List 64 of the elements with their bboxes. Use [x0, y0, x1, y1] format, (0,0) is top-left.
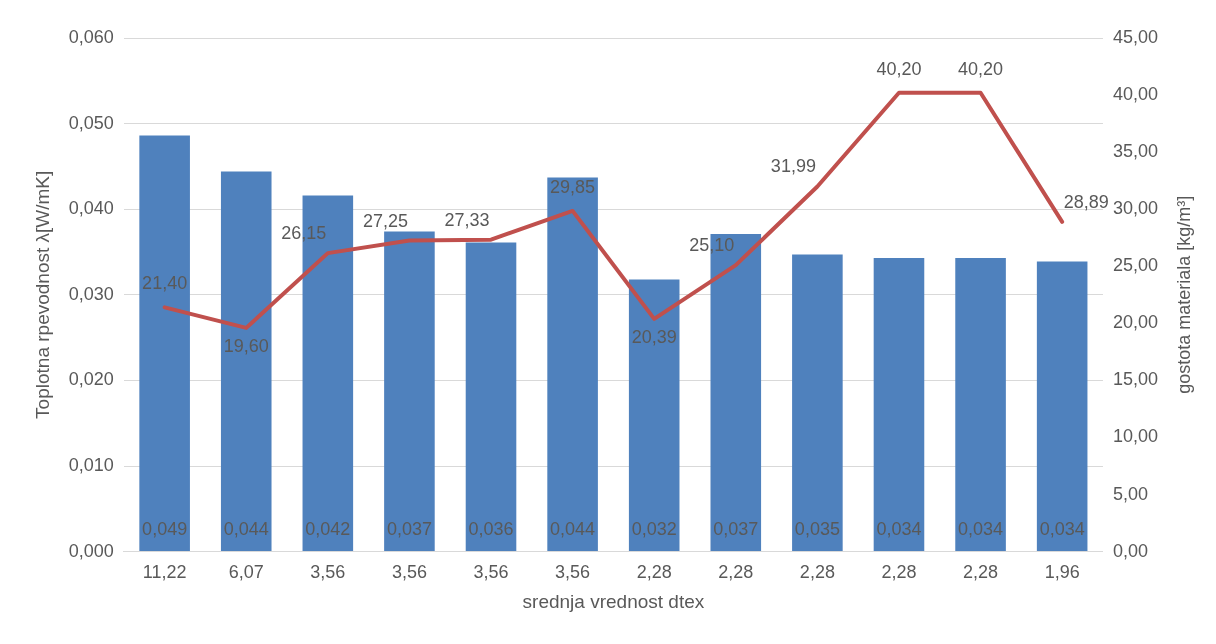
y-tick-label: 0,040 — [68, 198, 114, 219]
data-label: 20,39 — [631, 326, 677, 347]
y2-tick-label: 30,00 — [1112, 198, 1158, 219]
x-tick-label: 1,96 — [1044, 562, 1080, 583]
data-label: 0,032 — [631, 519, 677, 540]
y2-tick-label: 25,00 — [1112, 255, 1158, 276]
x-tick-label: 2,28 — [636, 562, 672, 583]
data-label: 0,034 — [876, 519, 922, 540]
y-tick-label: 0,030 — [68, 283, 114, 304]
bar — [955, 257, 1006, 552]
data-label: 0,044 — [550, 519, 596, 540]
data-label: 29,85 — [550, 176, 596, 197]
x-tick-label: 2,28 — [963, 562, 999, 583]
data-label: 0,037 — [713, 519, 759, 540]
data-label: 27,25 — [362, 210, 408, 231]
y2-tick-label: 40,00 — [1112, 84, 1158, 105]
bar — [547, 177, 598, 552]
bar — [792, 254, 843, 552]
y2-tick-label: 20,00 — [1112, 312, 1158, 333]
data-label: 0,049 — [142, 519, 188, 540]
bar — [873, 257, 925, 552]
bar — [384, 231, 435, 552]
x-tick-label: 11,22 — [142, 562, 187, 583]
data-label: 19,60 — [223, 335, 269, 356]
y2-tick-label: 45,00 — [1112, 26, 1158, 47]
bar — [220, 171, 272, 552]
data-label: 40,20 — [958, 58, 1004, 79]
x-tick-label: 3,56 — [555, 562, 591, 583]
x-tick-label: 2,28 — [799, 562, 835, 583]
x-tick-label: 3,56 — [310, 562, 346, 583]
data-label: 0,034 — [1039, 519, 1085, 540]
x-tick-label: 2,28 — [718, 562, 754, 583]
y-tick-label: 0,000 — [68, 540, 114, 561]
data-label: 27,33 — [444, 209, 490, 230]
data-label: 28,89 — [1063, 191, 1109, 212]
y-tick-label: 0,010 — [68, 454, 114, 475]
y-tick-label: 0,050 — [68, 112, 114, 133]
bar — [465, 242, 517, 552]
y2-tick-label: 0,00 — [1112, 540, 1148, 561]
y2-tick-label: 10,00 — [1112, 426, 1158, 447]
data-label: 0,044 — [223, 519, 269, 540]
data-label: 0,034 — [958, 519, 1004, 540]
bar — [1036, 261, 1088, 552]
y-axis-title: Toplotna rpevodnost λ[W/mK] — [31, 170, 53, 419]
data-label: 0,042 — [305, 519, 351, 540]
y2-axis-title: gostota materiala [kg/m³] — [1173, 195, 1194, 394]
data-label: 0,035 — [794, 519, 840, 540]
y2-tick-label: 5,00 — [1112, 483, 1148, 504]
data-label: 0,036 — [468, 519, 514, 540]
bar — [139, 135, 190, 552]
x-tick-label: 3,56 — [391, 562, 427, 583]
x-axis-title: srednja vrednost dtex — [522, 590, 705, 612]
x-tick-label: 6,07 — [228, 562, 264, 583]
x-tick-label: 3,56 — [473, 562, 509, 583]
x-tick-label: 2,28 — [881, 562, 917, 583]
data-label: 0,037 — [386, 519, 432, 540]
data-label: 31,99 — [770, 156, 816, 177]
bar — [628, 279, 680, 552]
y-tick-label: 0,020 — [68, 369, 114, 390]
data-label: 40,20 — [876, 58, 922, 79]
y-tick-label: 0,060 — [68, 26, 114, 47]
data-label: 21,40 — [142, 273, 188, 294]
y2-tick-label: 35,00 — [1112, 141, 1158, 162]
y2-tick-label: 15,00 — [1112, 369, 1158, 390]
